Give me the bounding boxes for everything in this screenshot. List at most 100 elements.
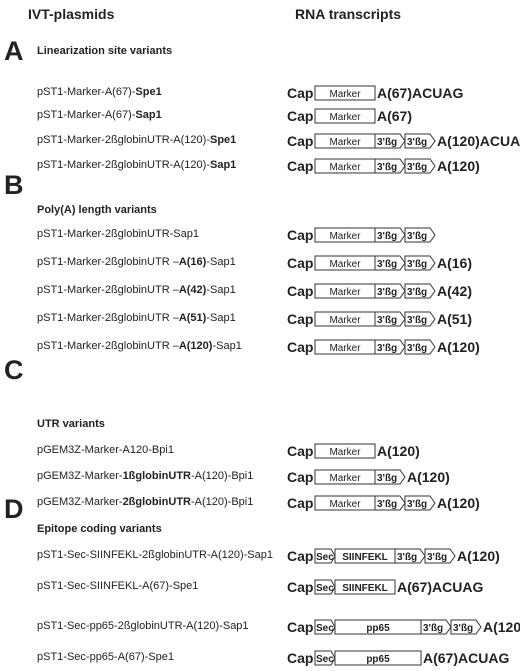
cap-label: Cap <box>287 108 313 124</box>
cap-label: Cap <box>287 85 313 101</box>
plasmid-label-part: pST1-Marker-A(67)- <box>37 109 136 121</box>
signal-peptide-label: Sec <box>316 654 334 665</box>
coding-region-label: pp65 <box>366 623 390 634</box>
utr-arrow <box>374 255 406 271</box>
rna-transcript: Cap Marker 3'ßg 3'ßg A(120) <box>287 339 480 355</box>
utr-arrow <box>450 619 482 635</box>
coding-region-box <box>334 650 422 666</box>
utr-label: 3'ßg <box>377 231 397 242</box>
utr-label: 3'ßg <box>407 162 427 173</box>
rna-transcript: Cap Sec SIINFEKL A(67)ACUAG <box>287 579 483 595</box>
utr-arrow <box>374 495 406 511</box>
plasmid-label-part: -Sap1 <box>212 340 242 352</box>
coding-region-box <box>314 85 376 101</box>
plasmid-label: pST1-Marker-2ßglobinUTR-A(120)-Sap1 <box>37 159 236 171</box>
polya-tail-label: A(120) <box>437 495 480 511</box>
utr-label: 3'ßg <box>377 259 397 270</box>
utr-arrow <box>404 227 436 243</box>
plasmid-label: pST1-Marker-2ßglobinUTR –A(42)-Sap1 <box>37 284 236 296</box>
plasmid-label-part: Spe1 <box>210 134 237 146</box>
rna-transcript: Cap Sec SIINFEKL 3'ßg 3'ßg A(120) <box>287 548 500 564</box>
rna-transcript: Cap Marker A(67) <box>287 108 412 124</box>
signal-peptide-arrow <box>314 650 336 666</box>
polya-tail-label: A(120) <box>407 469 450 485</box>
plasmid-label: pGEM3Z-Marker-A120-Bpi1 <box>37 444 174 456</box>
section-title: Epitope coding variants <box>37 523 162 535</box>
cap-label: Cap <box>287 158 313 174</box>
coding-region-label: Marker <box>329 112 361 123</box>
plasmid-label-part: -A(120)-Bpi1 <box>191 470 254 482</box>
utr-arrow <box>374 469 406 485</box>
coding-region-label: SIINFEKL <box>342 552 388 563</box>
polya-tail-label: A(67)ACUAG <box>377 85 463 101</box>
cap-label: Cap <box>287 469 313 485</box>
plasmid-label-part: pST1-Sec-pp65-2ßglobinUTR-A(120)-Sap1 <box>37 620 249 632</box>
coding-region-label: Marker <box>329 473 361 484</box>
coding-region-label: Marker <box>329 89 361 100</box>
signal-peptide-arrow <box>314 579 336 595</box>
cap-label: Cap <box>287 443 313 459</box>
coding-region-box <box>334 579 396 595</box>
utr-arrow <box>374 133 406 149</box>
coding-region-box <box>314 443 376 459</box>
plasmid-label: pST1-Marker-A(67)-Sap1 <box>37 109 162 121</box>
utr-label: 3'ßg <box>407 231 427 242</box>
plasmid-label: pST1-Marker-2ßglobinUTR-Sap1 <box>37 228 199 240</box>
polya-tail-label: A(120) <box>377 443 420 459</box>
plasmid-label: pST1-Marker-2ßglobinUTR –A(51)-Sap1 <box>37 312 236 324</box>
plasmid-label: pGEM3Z-Marker-1ßglobinUTR-A(120)-Bpi1 <box>37 470 253 482</box>
polya-tail-label: A(16) <box>437 255 472 271</box>
coding-region-label: Marker <box>329 137 361 148</box>
coding-region-label: Marker <box>329 162 361 173</box>
utr-arrow <box>404 311 436 327</box>
signal-peptide-arrow <box>314 619 336 635</box>
coding-region-label: Marker <box>329 499 361 510</box>
plasmid-label-part: A(42) <box>178 284 207 296</box>
rna-transcript: Cap Marker 3'ßg 3'ßg A(120) <box>287 495 480 511</box>
utr-arrow <box>374 339 406 355</box>
plasmid-label-part: 2ßglobinUTR <box>122 496 191 508</box>
plasmid-label-part: Sap1 <box>135 109 162 121</box>
utr-arrow <box>374 158 406 174</box>
plasmid-label-part: pST1-Sec-pp65-A(67)-Spe1 <box>37 651 174 663</box>
section-title: Poly(A) length variants <box>37 204 157 216</box>
cap-label: Cap <box>287 619 313 635</box>
utr-arrow <box>404 255 436 271</box>
plasmid-label: pST1-Marker-2ßglobinUTR –A(16)-Sap1 <box>37 256 236 268</box>
coding-region-label: SIINFEKL <box>342 583 388 594</box>
utr-label: 3'ßg <box>377 499 397 510</box>
utr-label: 3'ßg <box>377 315 397 326</box>
section-title: UTR variants <box>37 418 105 430</box>
plasmid-label-part: -Sap1 <box>206 256 236 268</box>
utr-label: 3'ßg <box>407 137 427 148</box>
utr-label: 3'ßg <box>407 499 427 510</box>
utr-label: 3'ßg <box>407 343 427 354</box>
transcripts-header: RNA transcripts <box>295 6 402 22</box>
polya-tail-label: A(120)ACUAG <box>437 133 520 149</box>
cap-label: Cap <box>287 283 313 299</box>
plasmid-label-part: pST1-Marker-2ßglobinUTR-Sap1 <box>37 228 199 240</box>
utr-label: 3'ßg <box>377 137 397 148</box>
plasmid-label-part: -A(120)-Bpi1 <box>191 496 254 508</box>
plasmid-label-part: Sap1 <box>210 159 237 171</box>
plasmid-label-part: pGEM3Z-Marker- <box>37 470 123 482</box>
plasmid-label-part: A(16) <box>178 256 207 268</box>
utr-arrow <box>404 495 436 511</box>
plasmid-label-part: pST1-Marker-2ßglobinUTR-A(120)- <box>37 159 210 171</box>
utr-label: 3'ßg <box>377 162 397 173</box>
coding-region-label: Marker <box>329 259 361 270</box>
coding-region-label: Marker <box>329 287 361 298</box>
coding-region-label: Marker <box>329 231 361 242</box>
utr-arrow <box>420 619 452 635</box>
polya-tail-label: A(67)ACUAG <box>423 650 509 666</box>
signal-peptide-label: Sec <box>316 552 334 563</box>
cap-label: Cap <box>287 311 313 327</box>
plasmid-label: pST1-Marker-A(67)-Spe1 <box>37 86 162 98</box>
rna-transcript: Cap Marker 3'ßg 3'ßg A(120)ACUAG <box>287 133 520 149</box>
cap-label: Cap <box>287 495 313 511</box>
utr-label: 3'ßg <box>427 552 447 563</box>
utr-arrow <box>404 158 436 174</box>
utr-label: 3'ßg <box>397 552 417 563</box>
plasmid-label: pST1-Sec-SIINFEKL-A(67)-Spe1 <box>37 580 198 592</box>
